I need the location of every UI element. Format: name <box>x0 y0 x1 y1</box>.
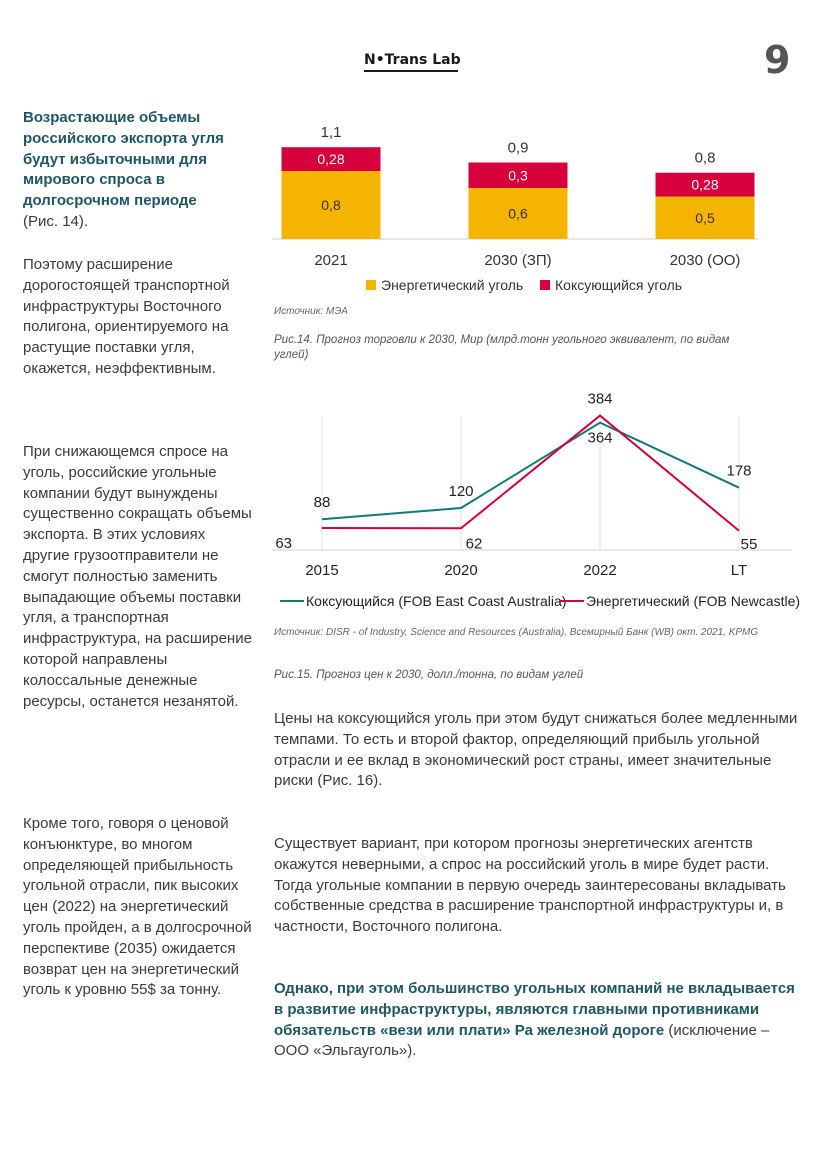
x-tick-label: LT <box>731 562 747 579</box>
logo: N•Trans Lab <box>364 52 461 72</box>
paragraph-coking-prices: Цены на коксующийся уголь при этом будут… <box>274 710 798 790</box>
logo-underline <box>364 70 458 72</box>
data-label: 55 <box>741 536 758 553</box>
bar-coking-1 <box>468 162 568 188</box>
bar-total-label: 0,9 <box>508 140 529 157</box>
x-tick-label: 2020 <box>444 562 477 579</box>
bar-data-label: 0,3 <box>508 167 528 183</box>
bar-data-label: 0,6 <box>508 206 528 222</box>
legend-swatch-1 <box>540 280 550 290</box>
data-label: 63 <box>275 535 292 552</box>
bar-data-label: 0,8 <box>321 197 341 213</box>
bar-energy-1 <box>468 188 568 239</box>
paragraph-alternative-scenario: Существует вариант, при котором прогнозы… <box>274 835 786 936</box>
bar-coking-2 <box>655 172 755 197</box>
bar-chart-trade-forecast: 0,8 0,28 1,1 2021 0,6 0,3 0,9 2030 (ЗП) 0,5 0,28 0… <box>272 124 758 293</box>
x-tick-label: 2015 <box>305 562 338 579</box>
bar-coking-0 <box>281 147 381 171</box>
x-tick-label: 2030 (ОО) <box>670 252 741 269</box>
x-tick-label: 2022 <box>583 562 616 579</box>
figure14-caption: Рис.14. Прогноз торговли к 2030, Мир (мл… <box>274 334 730 361</box>
data-label: 120 <box>448 483 473 500</box>
data-label: 178 <box>726 463 751 480</box>
series-line-coking <box>321 421 740 521</box>
x-tick-label: 2021 <box>314 252 347 269</box>
bar-energy-2 <box>655 196 755 239</box>
paragraph-prices: Кроме того, говоря о ценовой конъюнктуре… <box>23 815 252 999</box>
figure15-caption: Рис.15. Прогноз цен к 2030, долл./тонна,… <box>274 669 584 681</box>
data-label: 62 <box>466 535 483 552</box>
bar-total-label: 0,8 <box>695 150 716 167</box>
lead-bold-text: Возрастающие объемы российского экспорта… <box>23 109 224 210</box>
bar-data-label: 0,28 <box>317 151 344 167</box>
bar-total-label: 1,1 <box>321 124 342 141</box>
legend-swatch-0 <box>366 280 376 290</box>
conclusion-rest: (исключение – ООО «Эльгауголь»). <box>274 1021 770 1060</box>
logo-text: N•Trans Lab <box>364 52 461 68</box>
lead-ref: (Рис. 14). <box>23 212 89 230</box>
figure14-source: Источник: МЭА <box>274 306 348 317</box>
bar-data-label: 0,5 <box>695 210 715 226</box>
legend-label-0: Энергетический уголь <box>381 277 523 293</box>
paragraph-infrastructure: Поэтому расширение дорогостоящей транспо… <box>23 256 230 377</box>
legend-label-0: Коксующийся (FOB East Coast Australia) <box>306 593 566 609</box>
line-chart-price-forecast: 2015 2020 2022 LT 88 120 364 178 63 62 384 55 Коксую… <box>272 391 800 609</box>
data-label: 364 <box>587 430 612 447</box>
series-line-energy <box>321 414 740 532</box>
figure15-source: Источник: DISR - of Industry, Science an… <box>274 627 759 638</box>
paragraph-demand: При снижающемся спросе на уголь, российс… <box>23 443 252 710</box>
x-tick-label: 2030 (ЗП) <box>484 252 551 269</box>
bar-energy-0 <box>281 171 381 239</box>
data-label: 88 <box>314 494 331 511</box>
data-label: 384 <box>587 391 612 408</box>
bar-data-label: 0,28 <box>691 177 718 193</box>
legend-label-1: Энергетический (FOB Newcastle) <box>586 593 800 609</box>
conclusion-bold: Однако, при этом большинство угольных ко… <box>274 980 795 1039</box>
lead-paragraph: Возрастающие объемы российского экспорта… <box>23 108 255 233</box>
paragraph-conclusion: Однако, при этом большинство угольных ко… <box>274 979 804 1062</box>
legend-label-1: Коксующийся уголь <box>555 277 682 293</box>
page-number: 9 <box>764 38 791 82</box>
